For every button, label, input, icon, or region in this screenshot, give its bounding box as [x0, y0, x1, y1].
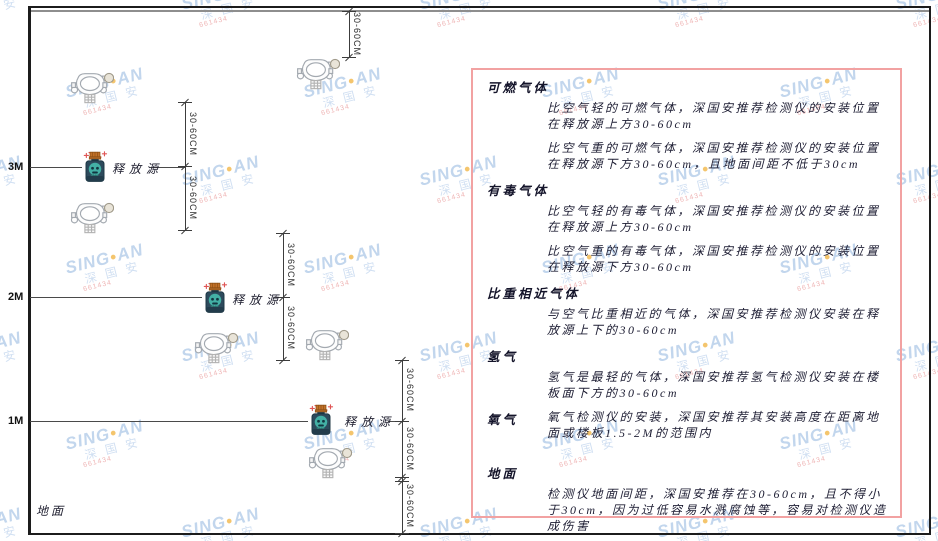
section-heading: 地面 [487, 467, 519, 481]
dimension-line [349, 11, 350, 57]
dimension-label: 30-60CM [352, 11, 362, 57]
release-source-bottle-icon [201, 281, 229, 320]
section-paragraphs: 氧气检测仪的安装，深国安推荐其安装高度在距离地面或楼板1.5-2M的范围内 [547, 409, 890, 449]
ground-label: 地面 [36, 504, 67, 518]
section-paragraph: 氧气检测仪的安装，深国安推荐其安装高度在距离地面或楼板1.5-2M的范围内 [547, 410, 881, 440]
gas-detector-icon [70, 69, 115, 110]
dimension-label: 30-60CM [188, 175, 198, 221]
ceiling-line [31, 10, 929, 12]
release-source-label: 释放源 [344, 415, 396, 429]
info-panel: 可燃气体比空气轻的可燃气体，深国安推荐检测仪的安装位置在释放源上方30-60cm… [471, 68, 902, 533]
dimension-label: 30-60CM [188, 111, 198, 157]
dimension-label: 30-60CM [286, 242, 296, 288]
section-paragraph: 比空气重的有毒气体，深国安推荐检测仪的安装位置在释放源下方30-60cm [547, 244, 881, 274]
section-paragraph: 比空气重的可燃气体，深国安推荐检测仪的安装位置在释放源下方30-60cm，且地面… [547, 141, 881, 171]
height-level-connector [150, 167, 185, 168]
height-axis-label: 2M [8, 291, 24, 303]
dimension-label: 30-60CM [405, 367, 415, 413]
section-paragraph: 比空气轻的有毒气体，深国安推荐检测仪的安装位置在释放源上方30-60cm [547, 204, 881, 234]
panel-section-5: 氧气 氧气检测仪的安装，深国安推荐其安装高度在距离地面或楼板1.5-2M的范围内 [487, 409, 886, 449]
section-paragraph: 氢气是最轻的气体，深国安推荐氢气检测仪安装在楼板面下方的30-60cm [547, 370, 881, 400]
release-source-label: 释放源 [112, 162, 164, 176]
section-heading: 氧气 [487, 413, 519, 427]
section-heading: 氢气 [487, 350, 519, 364]
section-heading: 可燃气体 [487, 81, 550, 95]
height-level-line [30, 297, 202, 298]
height-axis-label: 1M [8, 415, 24, 427]
section-paragraph: 比空气轻的可燃气体，深国安推荐检测仪的安装位置在释放源上方30-60cm [547, 101, 881, 131]
section-paragraph: 检测仪地面间距，深国安推荐在30-60cm，且不得小于30cm，因为过低容易水溅… [547, 487, 888, 533]
height-level-line [30, 421, 308, 422]
height-axis-label: 3M [8, 161, 24, 173]
info-panel-sections: 可燃气体比空气轻的可燃气体，深国安推荐检测仪的安装位置在释放源上方30-60cm… [487, 77, 886, 534]
release-source-label: 释放源 [232, 293, 284, 307]
gas-detector-icon [308, 444, 353, 485]
release-source-bottle-icon [307, 403, 335, 442]
panel-section-4: 氢气氢气是最轻的气体，深国安推荐氢气检测仪安装在楼板面下方的30-60cm [487, 346, 886, 401]
gas-detector-icon [70, 199, 115, 240]
dimension-label: 30-60CM [286, 305, 296, 351]
gas-detector-icon [296, 55, 341, 96]
dimension-line [402, 360, 403, 533]
section-paragraph: 与空气比重相近的气体，深国安推荐检测仪安装在释放源上下的30-60cm [547, 307, 881, 337]
section-heading: 有毒气体 [487, 184, 550, 198]
gas-detector-icon [194, 329, 239, 370]
panel-section-1: 可燃气体比空气轻的可燃气体，深国安推荐检测仪的安装位置在释放源上方30-60cm… [487, 77, 886, 172]
section-heading: 比重相近气体 [487, 287, 581, 301]
panel-section-2: 有毒气体比空气轻的有毒气体，深国安推荐检测仪的安装位置在释放源上方30-60cm… [487, 180, 886, 275]
gas-detector-icon [305, 326, 350, 367]
panel-section-3: 比重相近气体与空气比重相近的气体，深国安推荐检测仪安装在释放源上下的30-60c… [487, 283, 886, 338]
height-level-line [30, 167, 82, 168]
release-source-bottle-icon [81, 150, 109, 189]
diagram-frame [28, 6, 931, 535]
dimension-label: 30-60CM [405, 483, 415, 529]
dimension-label: 30-60CM [405, 426, 415, 472]
panel-section-6: 地面检测仪地面间距，深国安推荐在30-60cm，且不得小于30cm，因为过低容易… [487, 463, 886, 534]
